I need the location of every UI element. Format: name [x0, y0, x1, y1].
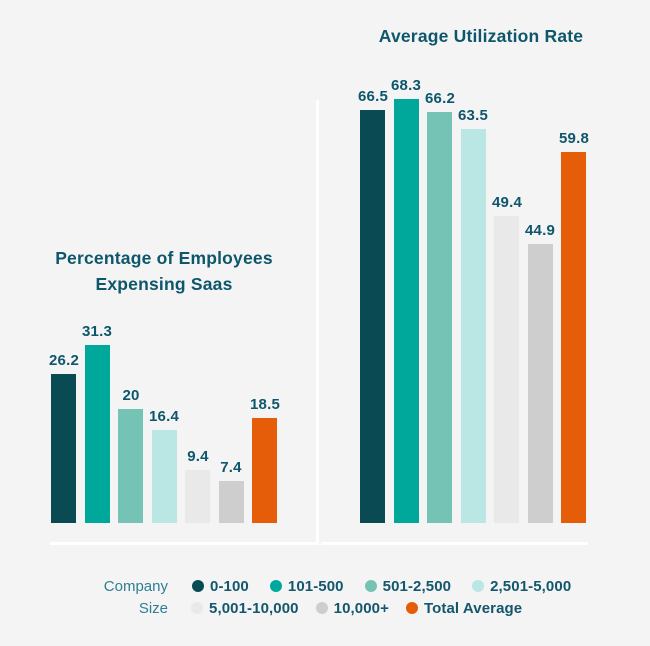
bar-value-label: 20: [122, 387, 140, 404]
bar-5-001-10-000: [185, 470, 210, 523]
bar-value-label: 9.4: [187, 448, 209, 465]
bar-501-2-500: [427, 112, 452, 523]
legend-label: 0-100: [210, 577, 249, 595]
bar-2-501-5-000: [152, 430, 177, 523]
bar-0-100: [51, 374, 76, 523]
legend-label: 10,000+: [333, 599, 389, 617]
legend-label: Total Average: [423, 599, 523, 617]
legend-label: 5,001-10,000: [209, 599, 299, 617]
right-chart-title: Average Utilization Rate: [356, 23, 606, 49]
legend-item-5-001-10-000: 5,001-10,000: [191, 600, 299, 617]
bar-value-label: 66.2: [425, 90, 455, 107]
legend-item-501-2-500: 501-2,500: [364, 577, 452, 595]
legend-row-2: 5,001-10,000 10,000+ Total Average: [191, 597, 522, 619]
bar-0-100: [360, 110, 385, 523]
legend-item-total-average: Total Average: [405, 599, 523, 617]
legend-dot-101-500: [269, 580, 282, 592]
bar-value-label: 26.2: [49, 352, 79, 369]
legend-dot-total-average: [405, 602, 418, 614]
bar-101-500: [394, 99, 419, 523]
legend-dot-2-501-5-000: [472, 580, 485, 592]
legend-item-101-500: 101-500: [269, 577, 344, 595]
bar-value-label: 18.5: [250, 396, 280, 413]
right-chart-y-axis: [316, 100, 319, 545]
bar-value-label: 31.3: [82, 323, 112, 340]
bar-total-average: [561, 152, 586, 523]
legend-dot-5-001-10-000: [191, 602, 203, 614]
bar-10-000plus: [528, 244, 553, 523]
right-chart-x-axis: [321, 542, 588, 545]
bar-value-label: 63.5: [458, 107, 488, 124]
bar-total-average: [252, 418, 277, 523]
left-chart-x-axis: [50, 542, 316, 545]
left-chart-title-line-2: Expensing Saas: [95, 274, 233, 294]
legend-dot-0-100: [192, 580, 204, 592]
legend-label: 2,501-5,000: [490, 577, 572, 595]
bar-2-501-5-000: [461, 129, 486, 523]
bar-101-500: [85, 345, 110, 523]
legend-dot-501-2-500: [364, 580, 377, 592]
right-chart-title-line-1: Average Utilization Rate: [378, 26, 584, 46]
legend-group-label-line-2: Size: [138, 600, 168, 617]
bar-10-000plus: [219, 481, 244, 523]
bar-value-label: 66.5: [358, 88, 388, 105]
bar-value-label: 49.4: [492, 194, 522, 211]
legend-row-1: 0-100 101-500 501-2,500 2,501-5,000: [192, 575, 571, 597]
bar-501-2-500: [118, 409, 143, 523]
bar-value-label: 44.9: [525, 222, 555, 239]
left-chart-title: Percentage of Employees Expensing Saas: [24, 245, 304, 297]
right-chart-plot: 66.5 68.3 66.2 63.5 49.4 44.9 59.8: [358, 77, 589, 523]
left-chart-title-line-1: Percentage of Employees: [55, 248, 273, 268]
legend-item-2-501-5-000: 2,501-5,000: [472, 578, 571, 595]
legend-item-10-000plus: 10,000+: [315, 599, 389, 617]
bar-value-label: 16.4: [149, 408, 179, 425]
legend-group-label-line-1: Company: [103, 578, 168, 595]
legend-label: 101-500: [287, 577, 344, 595]
bar-value-label: 7.4: [220, 459, 242, 476]
bar-value-label: 68.3: [391, 77, 421, 94]
legend-group-label: Company Size: [75, 576, 168, 620]
left-chart-plot: 26.2 31.3 20 16.4 9.4 7.4 18.5: [49, 323, 280, 523]
legend-item-0-100: 0-100: [192, 578, 249, 595]
bar-5-001-10-000: [494, 216, 519, 523]
legend-label: 501-2,500: [382, 577, 452, 595]
legend-dot-10-000plus: [315, 602, 328, 614]
bar-value-label: 59.8: [559, 130, 589, 147]
